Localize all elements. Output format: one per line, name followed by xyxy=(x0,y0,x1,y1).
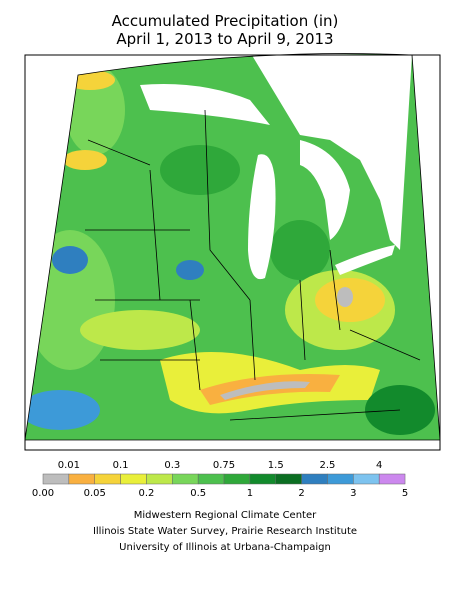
legend-swatch xyxy=(301,473,328,485)
legend-swatch xyxy=(94,473,121,485)
legend-swatch xyxy=(42,473,70,485)
legend-swatch xyxy=(197,473,225,485)
legend-label: 4 xyxy=(376,460,382,471)
legend-swatch xyxy=(327,473,354,485)
legend-label: 0.5 xyxy=(190,488,206,499)
legend-label: 0.05 xyxy=(84,488,106,499)
legend-label: 0.1 xyxy=(113,460,129,471)
legend-label: 2.5 xyxy=(320,460,336,471)
legend-label: 0.3 xyxy=(164,460,180,471)
legend-label: 0.2 xyxy=(138,488,154,499)
legend: 0.00 0.05 0.2 0.5 1 2 3 5 0.01 0.1 0.3 0.75 1.5 2.5 4 xyxy=(32,460,408,499)
legend-label: 2 xyxy=(298,488,304,499)
legend-label: 1 xyxy=(247,488,253,499)
map xyxy=(24,53,441,451)
legend-swatch xyxy=(120,473,147,485)
legend-swatch xyxy=(353,473,380,485)
legend-swatch xyxy=(68,473,95,485)
credit-line: University of Illinois at Urbana-Champai… xyxy=(119,542,331,553)
title-line: Accumulated Precipitation (in) xyxy=(112,12,339,30)
credit-line: Midwestern Regional Climate Center xyxy=(134,510,317,521)
legend-label: 1.5 xyxy=(268,460,284,471)
legend-label: 0.01 xyxy=(58,460,80,471)
legend-swatch xyxy=(378,473,406,485)
legend-swatch xyxy=(146,473,173,485)
legend-label: 3 xyxy=(350,488,356,499)
legend-swatch xyxy=(172,473,199,485)
title-line: April 1, 2013 to April 9, 2013 xyxy=(116,30,333,48)
legend-swatch xyxy=(249,473,276,485)
legend-label: 0.75 xyxy=(213,460,235,471)
credit-line: Illinois State Water Survey, Prairie Res… xyxy=(93,526,357,537)
legend-label: 0.00 xyxy=(32,488,54,499)
legend-swatch xyxy=(275,473,302,485)
legend-swatch xyxy=(223,473,251,485)
legend-label: 5 xyxy=(402,488,408,499)
